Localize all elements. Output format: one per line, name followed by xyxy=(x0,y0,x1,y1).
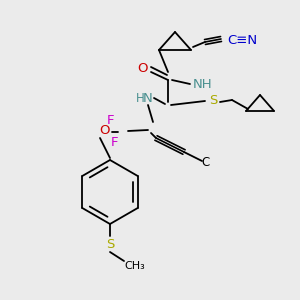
Text: O: O xyxy=(99,124,109,137)
Text: C≡N: C≡N xyxy=(227,34,257,46)
Text: O: O xyxy=(138,62,148,76)
Text: H: H xyxy=(136,92,144,104)
Text: S: S xyxy=(209,94,217,107)
Text: F: F xyxy=(106,113,114,127)
Text: CH₃: CH₃ xyxy=(124,261,146,271)
Text: F: F xyxy=(110,136,118,148)
Text: NH: NH xyxy=(193,77,213,91)
Text: S: S xyxy=(106,238,114,250)
Text: C: C xyxy=(202,157,210,169)
Text: N: N xyxy=(143,92,153,104)
